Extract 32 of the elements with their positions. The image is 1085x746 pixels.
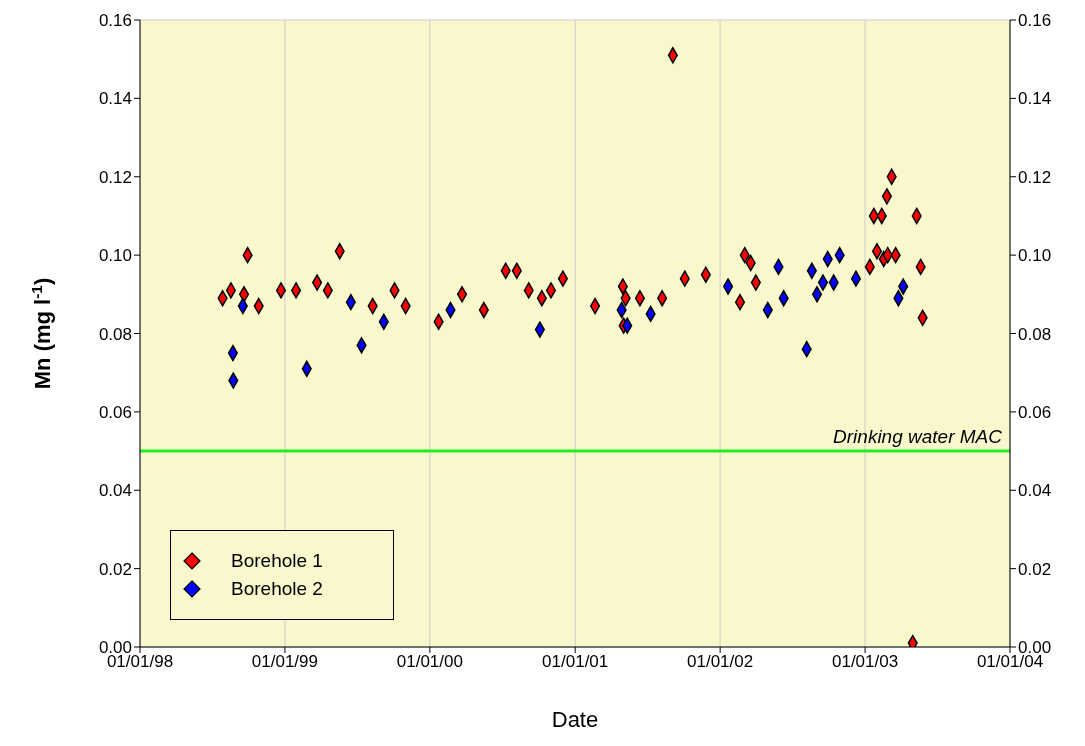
y2-tick-label: 0.12	[1018, 167, 1052, 187]
y-tick-label: 0.14	[98, 89, 132, 109]
x-tick-label: 01/01/03	[831, 652, 899, 672]
y-tick-label: 0.10	[98, 246, 132, 266]
y-tick-label: 0.02	[98, 559, 132, 579]
x-tick-label: 01/01/01	[542, 652, 609, 672]
x-axis-title: Date	[551, 707, 599, 732]
point	[817, 274, 829, 291]
y-tick-label: 0.06	[98, 402, 132, 422]
x-tick-label: 01/01/00	[396, 652, 463, 672]
y2-tick-label: 0.02	[1018, 559, 1052, 579]
point	[275, 282, 287, 299]
ref-line-label: Drinking water MAC	[833, 426, 1003, 448]
y2-tick-label: 0.04	[1018, 481, 1052, 501]
x-tick-label: 01/01/99	[251, 652, 319, 672]
y2-tick-label: 0.16	[1018, 11, 1052, 31]
y2-tick-label: 0.08	[1018, 324, 1052, 344]
point	[811, 286, 823, 303]
y-tick-label: 0.04	[98, 481, 132, 501]
y2-tick-label: 0.06	[1018, 402, 1052, 422]
y2-tick-label: 0.14	[1018, 89, 1052, 109]
legend-label: Borehole 2	[231, 577, 323, 601]
y-tick-label: 0.16	[98, 11, 132, 31]
y-tick-label: 0.12	[98, 167, 132, 187]
legend-label: Borehole 1	[231, 549, 323, 573]
x-tick-label: 01/01/02	[687, 652, 754, 672]
point	[456, 286, 468, 303]
point	[545, 282, 557, 299]
y-tick-label: 0.08	[98, 324, 132, 344]
point	[238, 286, 250, 303]
point	[871, 243, 883, 260]
y2-tick-label: 0.10	[1018, 246, 1052, 266]
